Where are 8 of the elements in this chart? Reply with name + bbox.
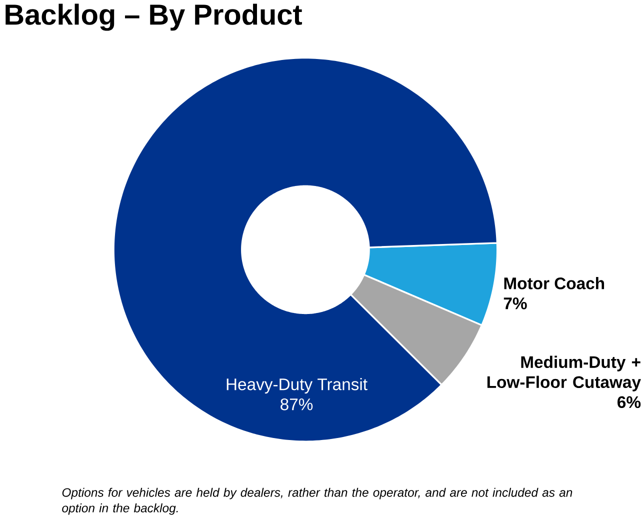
data-label: 6% — [618, 396, 641, 408]
slice-label: Medium-Duty + Low-Floor Cutaway — [487, 356, 641, 392]
data-label: 87% — [280, 398, 313, 410]
slice-label: Motor Coach — [504, 277, 604, 290]
chart-title: Backlog – By Product — [6, 4, 302, 31]
data-label: 7% — [504, 298, 527, 310]
slice-label: Heavy-Duty Transit — [226, 378, 368, 394]
text: Options for vehicles are held by dealers, rather than the operator, and are not included as an option in the backlog. — [62, 488, 572, 516]
